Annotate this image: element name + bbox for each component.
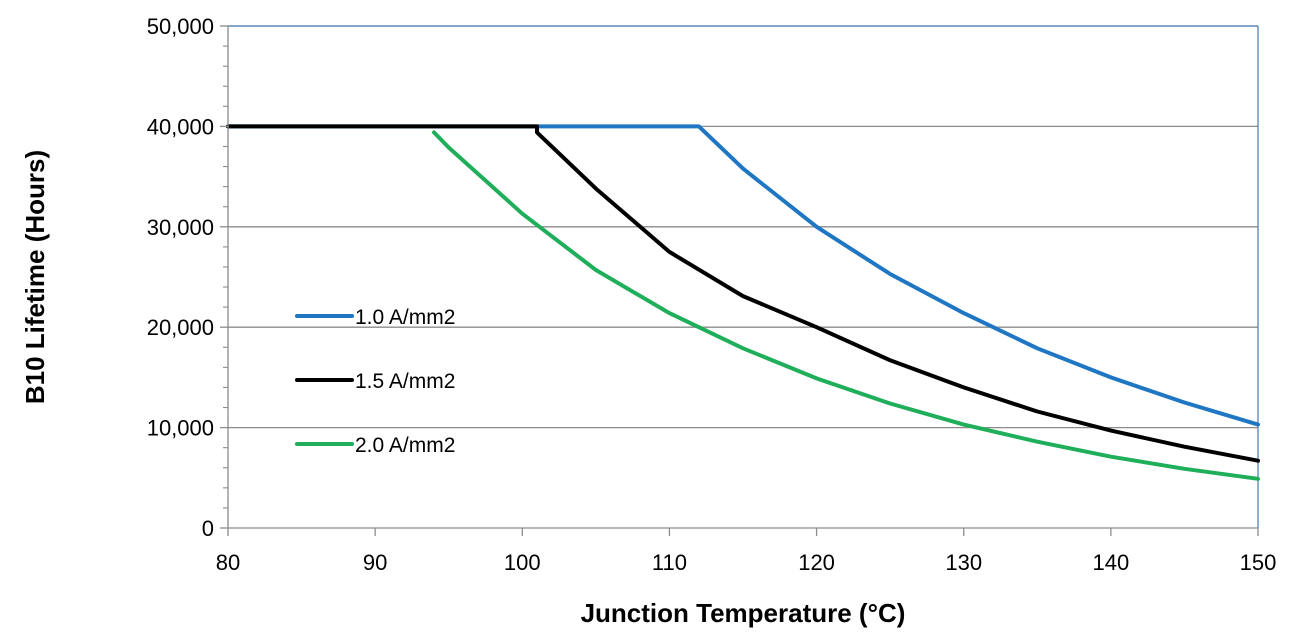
x-tick-label-5: 130 <box>945 550 982 575</box>
legend-label-1: 1.0 A/mm2 <box>355 306 455 329</box>
series-lines <box>226 124 1260 481</box>
gridlines <box>228 25 1258 429</box>
legend-label-3: 2.0 A/mm2 <box>355 434 455 457</box>
series-line-3 <box>432 130 1260 481</box>
axes <box>220 25 1259 536</box>
y-axis-title: B10 Lifetime (Hours) <box>20 150 50 404</box>
y-tick-label-3: 30,000 <box>147 215 214 240</box>
x-tick-label-2: 100 <box>504 550 541 575</box>
x-tick-label-4: 120 <box>798 550 835 575</box>
legend: 1.0 A/mm2 1.5 A/mm2 2.0 A/mm2 <box>295 306 455 457</box>
y-tick-label-2: 20,000 <box>147 315 214 340</box>
series-line-1 <box>226 124 1260 427</box>
series-line-2 <box>226 124 1260 463</box>
x-tick-label-0: 80 <box>216 550 240 575</box>
x-tick-label-6: 140 <box>1092 550 1129 575</box>
x-tick-label-7: 150 <box>1240 550 1277 575</box>
y-tick-label-4: 40,000 <box>147 114 214 139</box>
x-tick-label-1: 90 <box>363 550 387 575</box>
y-tick-label-5: 50,000 <box>147 14 214 39</box>
legend-label-2: 1.5 A/mm2 <box>355 370 455 393</box>
x-tick-label-3: 110 <box>652 550 687 575</box>
tick-labels: 0 10,000 20,000 30,000 40,000 50,000 80 90 100 11… <box>147 14 1277 575</box>
y-tick-label-0: 0 <box>202 516 214 541</box>
x-axis-title: Junction Temperature (°C) <box>581 598 906 628</box>
plot-frame <box>228 25 1259 528</box>
y-tick-label-1: 10,000 <box>147 416 214 441</box>
